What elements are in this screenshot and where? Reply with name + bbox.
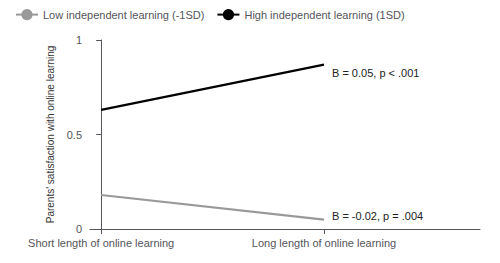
svg-text:High independent learning (1SD: High independent learning (1SD) [244,9,404,21]
svg-text:Parents' satisfaction with onl: Parents' satisfaction with online learni… [45,46,56,224]
svg-text:B = -0.02, p = .004: B = -0.02, p = .004 [332,210,423,222]
svg-text:1: 1 [76,34,82,46]
svg-text:0: 0 [76,223,82,235]
svg-text:B = 0.05, p < .001: B = 0.05, p < .001 [332,67,419,79]
svg-text:0.5: 0.5 [67,129,82,141]
svg-text:Short length of online learnin: Short length of online learning [28,237,174,249]
svg-text:Long length of online learning: Long length of online learning [252,237,396,249]
svg-text:Low independent learning (-1SD: Low independent learning (-1SD) [43,9,204,21]
